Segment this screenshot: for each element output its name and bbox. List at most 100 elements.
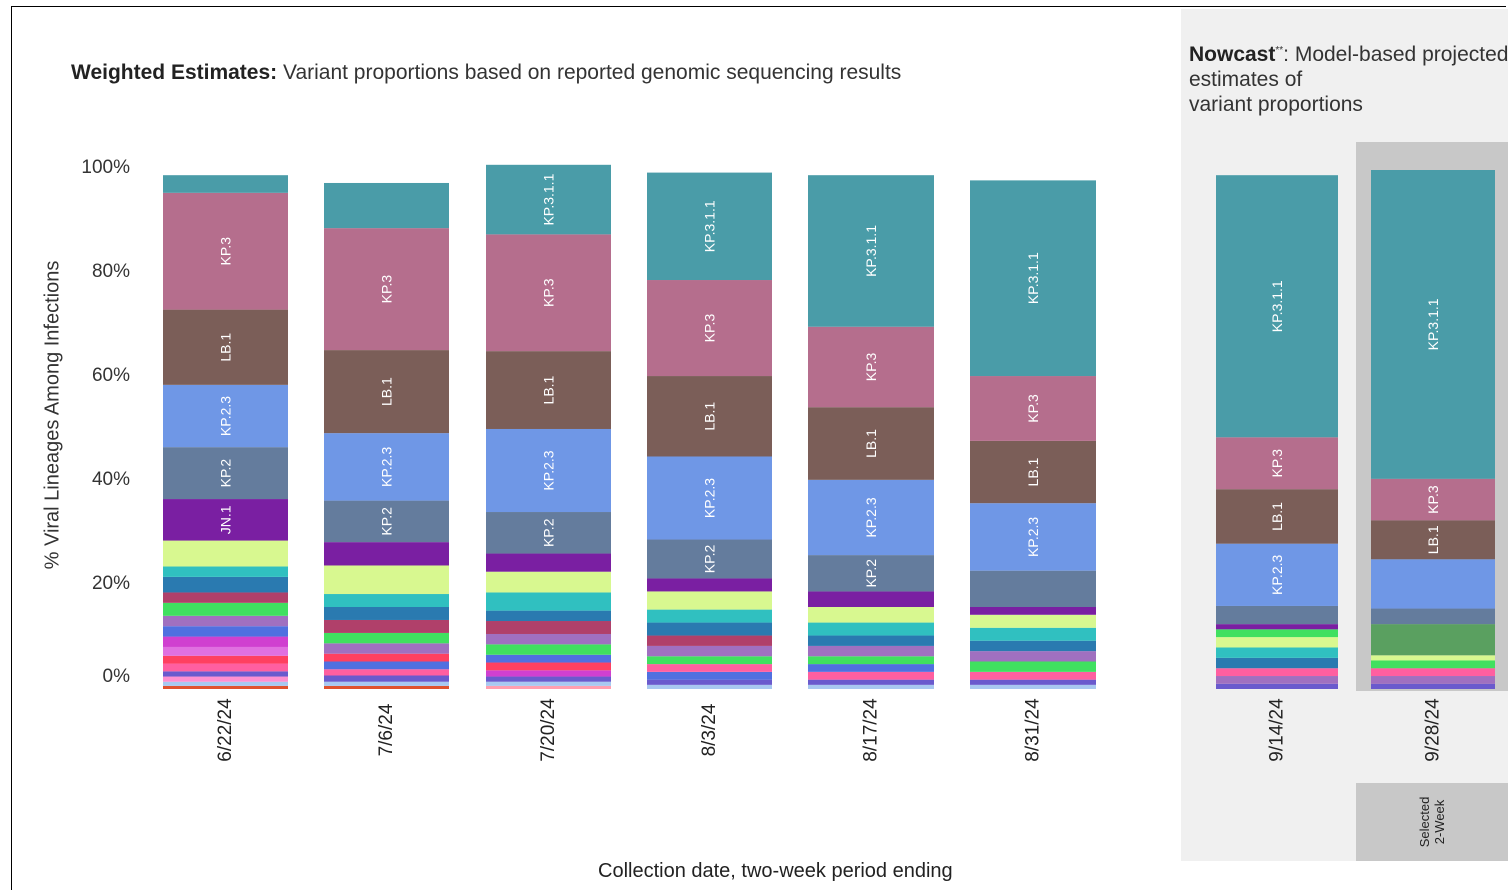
bar-segment[interactable] <box>486 553 611 572</box>
bar-segment[interactable] <box>970 684 1096 689</box>
bar-segment[interactable] <box>324 619 449 633</box>
bar-segment[interactable] <box>970 671 1096 680</box>
bar-segment[interactable] <box>808 664 934 672</box>
bar-segment[interactable] <box>647 609 772 623</box>
bar-segment[interactable] <box>324 653 449 662</box>
bar-segment[interactable] <box>324 675 449 682</box>
bar-9-28-24[interactable]: LB.1 KP.3 KP.3.1.1 <box>1371 170 1495 689</box>
bar-segment[interactable] <box>647 664 772 672</box>
bar-segment[interactable] <box>808 679 934 685</box>
bar-segment[interactable] <box>163 540 288 567</box>
bar-segment[interactable] <box>647 635 772 646</box>
bar-segment[interactable] <box>647 591 772 610</box>
bar-segment[interactable] <box>163 602 288 616</box>
bar-segment-KP-2[interactable] <box>808 555 934 592</box>
bar-segment[interactable] <box>647 622 772 636</box>
bar-segment[interactable] <box>1216 657 1338 669</box>
bar-segment-KP-3[interactable] <box>486 234 611 352</box>
bar-segment[interactable] <box>647 656 772 665</box>
bar-6-22-24[interactable]: JN.1 KP.2 KP.2.3 LB.1 KP.3 <box>163 175 288 689</box>
bar-segment[interactable] <box>486 571 611 593</box>
bar-segment[interactable] <box>1371 624 1495 656</box>
bar-segment-KP-3-1-1[interactable] <box>1216 175 1338 438</box>
bar-segment[interactable] <box>324 661 449 670</box>
bar-segment-KP-3[interactable] <box>647 280 772 377</box>
bar-segment[interactable] <box>163 626 288 637</box>
bar-segment[interactable] <box>970 661 1096 672</box>
bar-segment-LB-1[interactable] <box>486 351 611 429</box>
bar-segment[interactable] <box>970 679 1096 685</box>
bar-segment[interactable] <box>1216 605 1338 625</box>
bar-segment[interactable] <box>808 671 934 680</box>
bar-segment[interactable] <box>1216 683 1338 689</box>
bar-segment[interactable] <box>163 676 288 682</box>
bar-segment[interactable] <box>808 684 934 689</box>
bar-segment[interactable] <box>486 681 611 686</box>
bar-segment-KP-3-1-1[interactable] <box>808 175 934 327</box>
bar-segment[interactable] <box>163 655 288 664</box>
bar-segment[interactable] <box>1216 629 1338 638</box>
bar-segment-KP-2[interactable] <box>163 447 288 500</box>
bar-segment[interactable] <box>970 614 1096 628</box>
bar-segment[interactable] <box>808 606 934 623</box>
bar-segment[interactable] <box>1216 637 1338 648</box>
bar-segment[interactable] <box>647 684 772 689</box>
bar-segment[interactable] <box>324 681 449 686</box>
bar-segment[interactable] <box>970 606 1096 615</box>
bar-segment-KP-3[interactable] <box>1371 478 1495 521</box>
bar-segment-KP-3-1-1[interactable] <box>486 164 611 235</box>
bar-8-17-24[interactable]: KP.2 KP.2.3 LB.1 KP.3 KP.3.1.1 <box>808 175 934 689</box>
bar-segment[interactable] <box>808 591 934 607</box>
bar-segment-LB-1[interactable] <box>647 376 772 457</box>
bar-segment-KP-2[interactable] <box>486 512 611 554</box>
bar-segment-LB-1[interactable] <box>970 440 1096 504</box>
bar-segment-LB-1[interactable] <box>1371 520 1495 560</box>
bar-segment-KP-3-1-1[interactable] <box>1371 170 1495 479</box>
bar-segment[interactable] <box>647 679 772 685</box>
bar-segment[interactable] <box>163 671 288 677</box>
bar-segment-JN-1[interactable] <box>163 499 288 541</box>
bar-segment[interactable] <box>163 175 288 193</box>
bar-segment[interactable] <box>324 182 449 229</box>
bar-segment-KP-2-3[interactable] <box>970 503 1096 571</box>
bar-segment[interactable] <box>1216 668 1338 677</box>
bar-segment-KP-3-1-1[interactable] <box>647 172 772 281</box>
bar-segment[interactable] <box>647 671 772 680</box>
bar-segment-KP-2-3[interactable] <box>808 479 934 556</box>
bar-9-14-24[interactable]: KP.2.3 LB.1 KP.3 KP.3.1.1 <box>1216 175 1338 689</box>
bar-7-6-24[interactable]: KP.2 KP.2.3 LB.1 KP.3 <box>324 182 449 689</box>
bar-segment[interactable] <box>163 636 288 647</box>
bar-segment[interactable] <box>324 685 449 689</box>
bar-segment[interactable] <box>324 643 449 654</box>
bar-8-3-24[interactable]: KP.2 KP.2.3 LB.1 KP.3 KP.3.1.1 <box>647 172 772 689</box>
bar-8-31-24[interactable]: KP.2.3 LB.1 KP.3 KP.3.1.1 <box>970 180 1096 689</box>
bar-segment[interactable] <box>324 565 449 595</box>
bar-segment[interactable] <box>808 622 934 636</box>
bar-segment[interactable] <box>486 633 611 645</box>
bar-segment-LB-1[interactable] <box>808 407 934 480</box>
bar-segment[interactable] <box>163 592 288 603</box>
bar-segment[interactable] <box>486 670 611 677</box>
bar-segment[interactable] <box>163 663 288 672</box>
bar-segment-KP-3[interactable] <box>1216 437 1338 490</box>
bar-segment[interactable] <box>486 676 611 682</box>
bar-segment-LB-1[interactable] <box>1216 489 1338 544</box>
bar-segment[interactable] <box>163 681 288 686</box>
bar-segment[interactable] <box>486 654 611 663</box>
bar-segment[interactable] <box>1371 683 1495 689</box>
bar-segment[interactable] <box>486 621 611 634</box>
bar-segment[interactable] <box>1371 655 1495 661</box>
bar-segment[interactable] <box>324 542 449 566</box>
bar-segment-KP-2-3[interactable] <box>647 456 772 540</box>
bar-segment[interactable] <box>1371 559 1495 609</box>
bar-segment-LB-1[interactable] <box>324 350 449 434</box>
bar-segment[interactable] <box>486 662 611 671</box>
bar-segment[interactable] <box>324 669 449 676</box>
bar-segment-KP-2-3[interactable] <box>1216 543 1338 606</box>
bar-segment[interactable] <box>486 685 611 689</box>
bar-segment[interactable] <box>970 570 1096 607</box>
selected-period-tag[interactable]: Selected 2-Week <box>1356 783 1508 861</box>
bar-segment-LB-1[interactable] <box>163 309 288 385</box>
bar-segment[interactable] <box>163 685 288 689</box>
bar-segment-KP-3[interactable] <box>808 326 934 408</box>
